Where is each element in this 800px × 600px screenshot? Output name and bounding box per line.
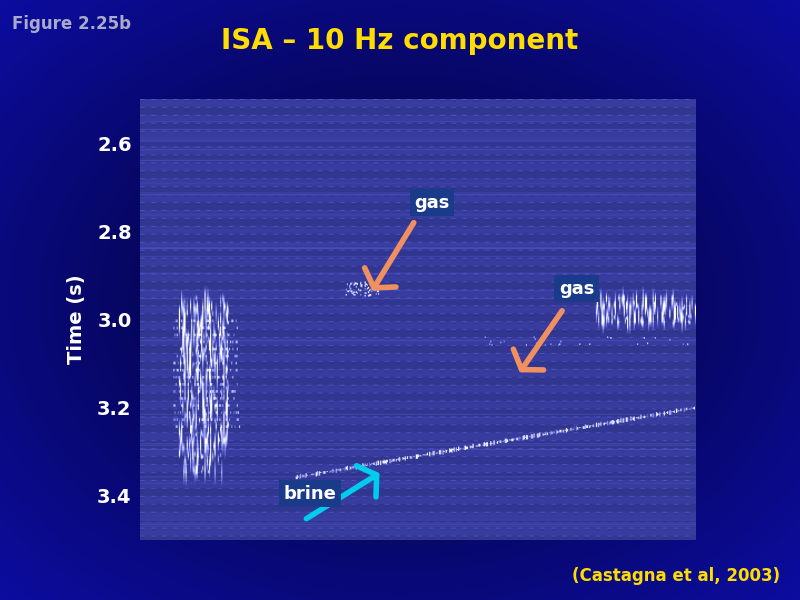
Text: Figure 2.25b: Figure 2.25b [12, 15, 131, 33]
Ellipse shape [190, 142, 610, 457]
Y-axis label: Time (s): Time (s) [67, 275, 86, 364]
Ellipse shape [220, 165, 580, 435]
Ellipse shape [280, 210, 520, 390]
Ellipse shape [385, 289, 415, 311]
Ellipse shape [370, 277, 430, 323]
Ellipse shape [85, 64, 715, 536]
Ellipse shape [310, 232, 490, 367]
Ellipse shape [115, 86, 685, 514]
Ellipse shape [175, 131, 625, 469]
Ellipse shape [355, 266, 445, 334]
Ellipse shape [160, 120, 640, 480]
Text: gas: gas [558, 280, 594, 298]
Text: brine: brine [283, 485, 336, 503]
Text: ISA – 10 Hz component: ISA – 10 Hz component [222, 27, 578, 55]
Ellipse shape [265, 199, 535, 401]
Ellipse shape [25, 19, 775, 581]
Ellipse shape [295, 221, 505, 379]
Ellipse shape [100, 75, 700, 525]
Ellipse shape [205, 154, 595, 446]
Ellipse shape [70, 52, 730, 547]
Text: (Castagna et al, 2003): (Castagna et al, 2003) [572, 567, 780, 585]
Ellipse shape [40, 30, 760, 570]
Text: gas: gas [414, 194, 450, 212]
Ellipse shape [340, 255, 460, 345]
Ellipse shape [325, 244, 475, 356]
Ellipse shape [10, 7, 790, 593]
Ellipse shape [250, 187, 550, 413]
Ellipse shape [235, 176, 565, 424]
Ellipse shape [55, 41, 745, 559]
Ellipse shape [145, 109, 655, 491]
Ellipse shape [130, 97, 670, 503]
